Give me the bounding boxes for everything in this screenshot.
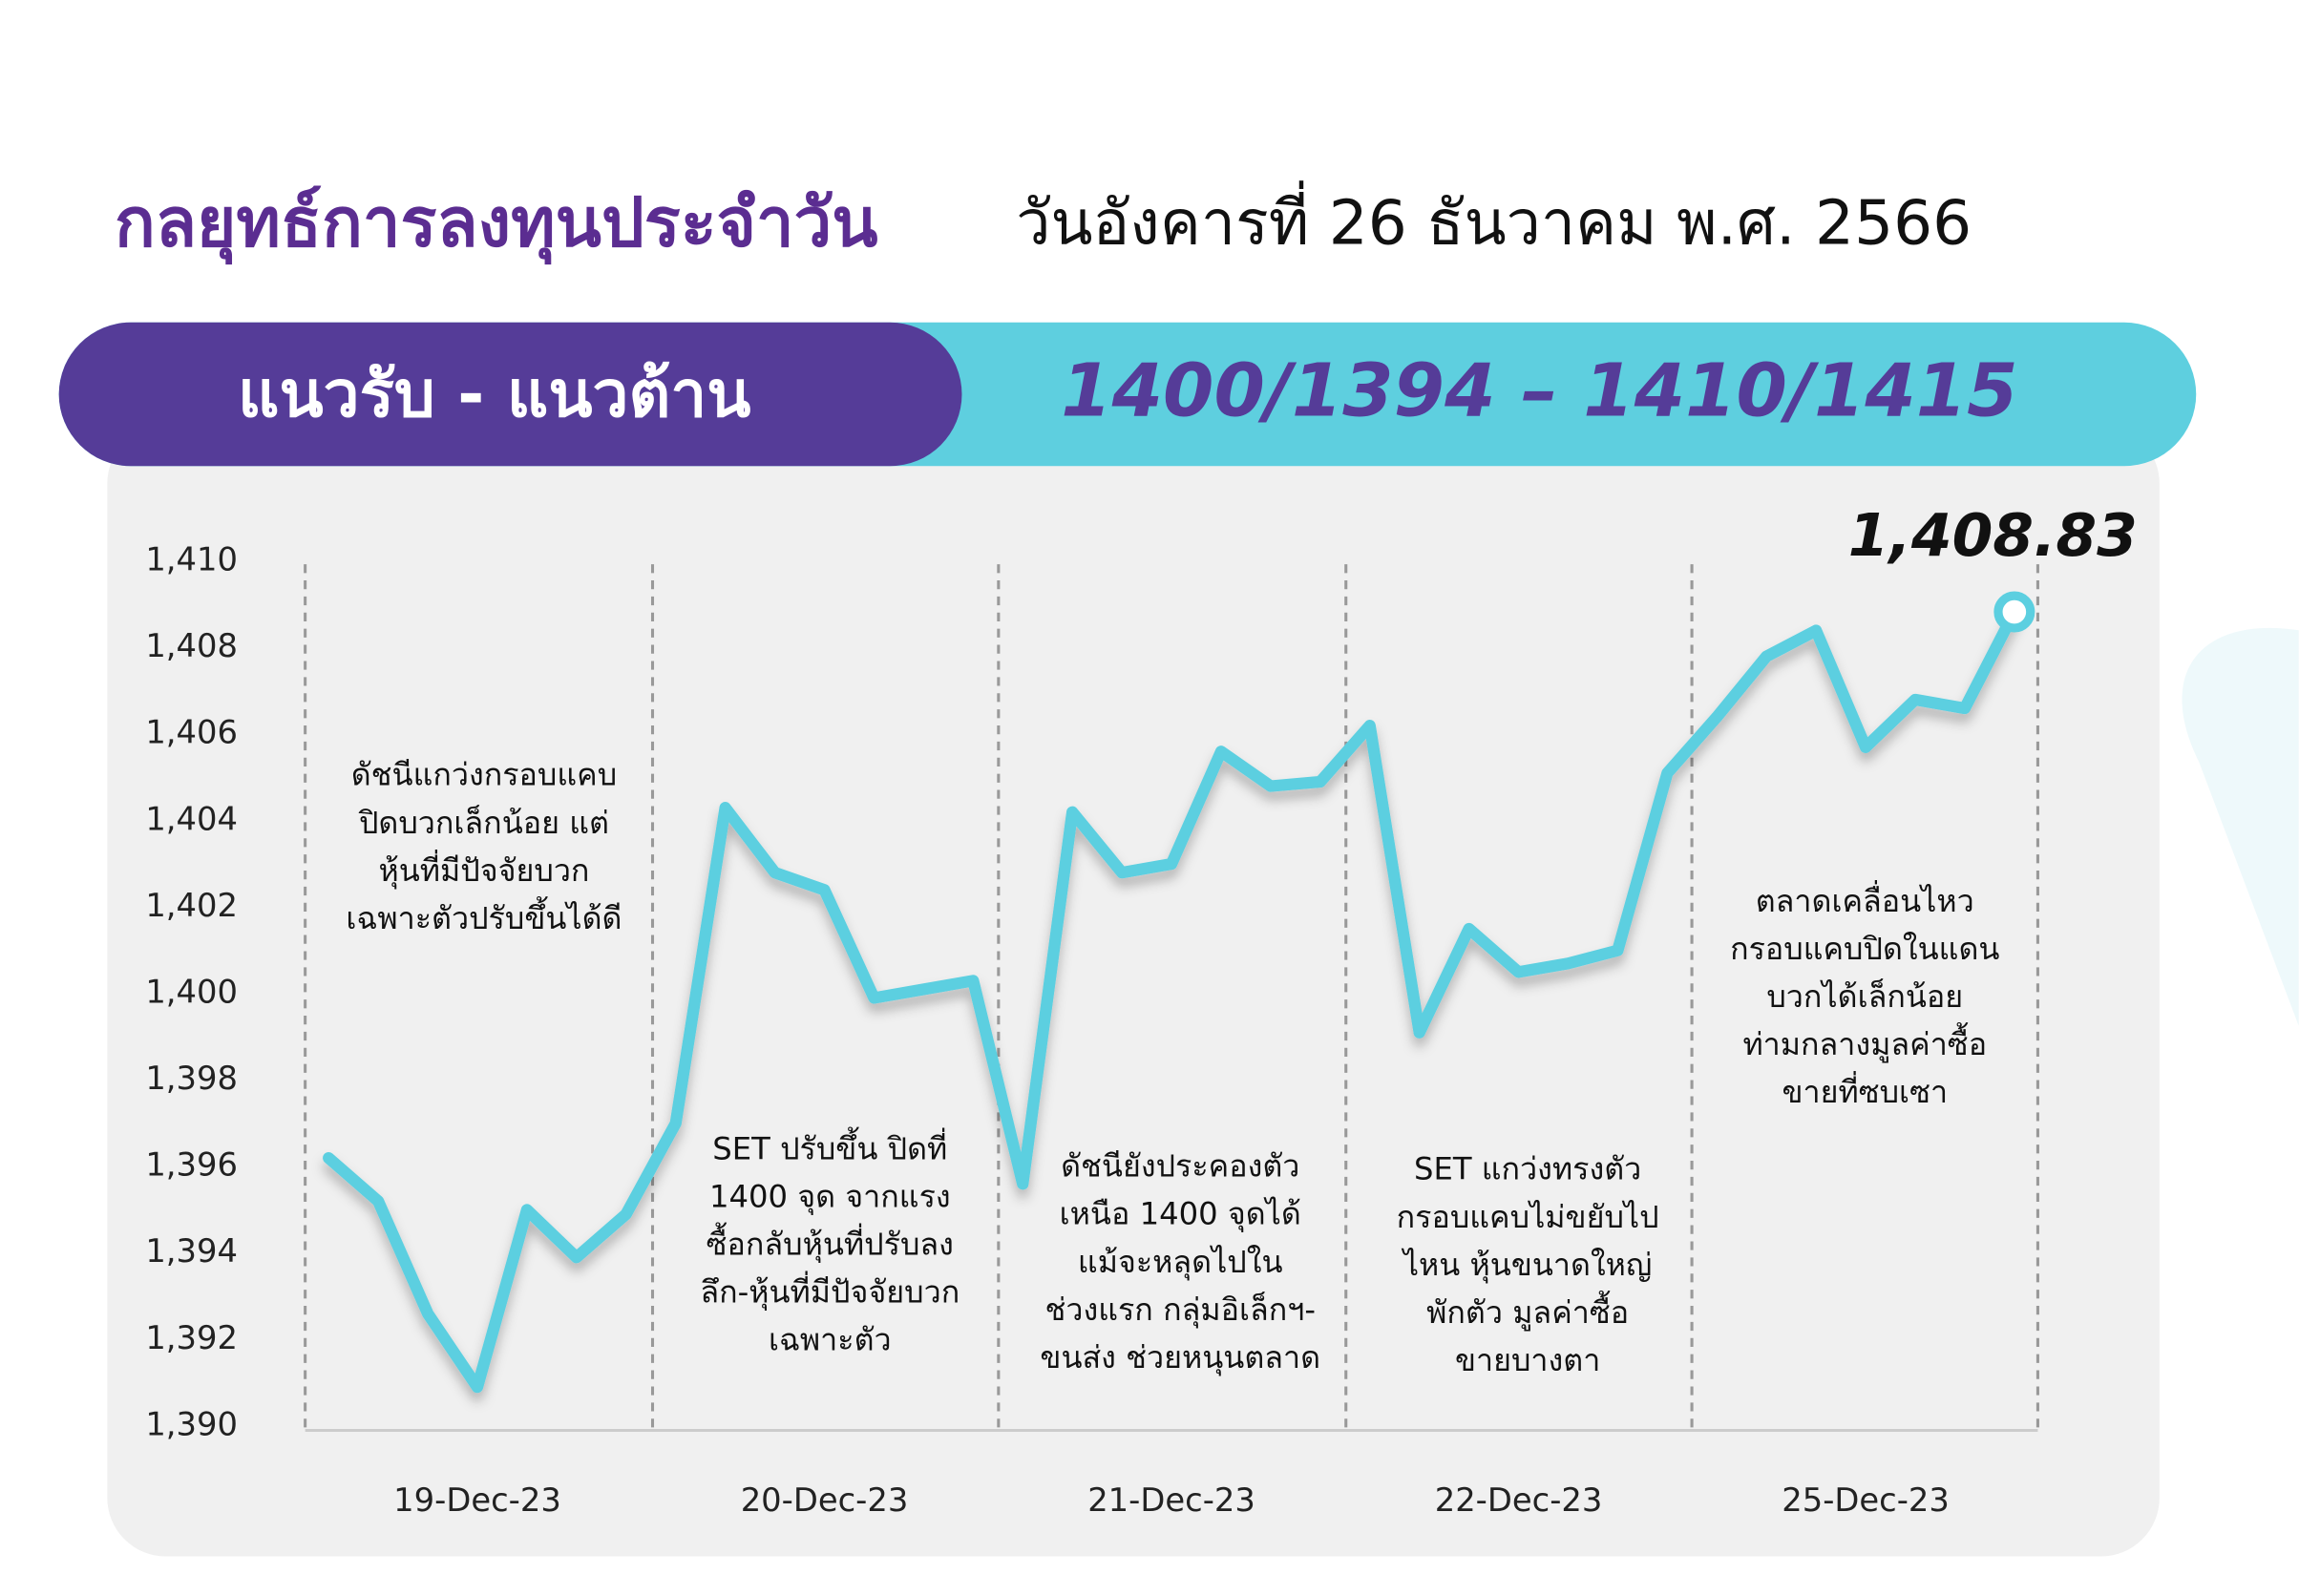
end-point bbox=[1993, 591, 2035, 633]
annotation: SET แกว่งทรงตัว bbox=[1414, 1151, 1641, 1187]
annotation: ช่วงแรก กลุ่มอิเล็กฯ- bbox=[1045, 1292, 1316, 1329]
annotation: ขนส่ง ช่วยหนุนตลาด bbox=[1040, 1339, 1320, 1376]
banner-label: แนวรับ - แนวต้าน bbox=[238, 356, 750, 431]
y-tick-label: 1,400 bbox=[145, 973, 238, 1010]
y-tick-label: 1,410 bbox=[145, 541, 238, 578]
x-tick-label: 22-Dec-23 bbox=[1435, 1481, 1603, 1519]
y-tick-label: 1,390 bbox=[145, 1405, 238, 1442]
banner-value: 1400/1394 – 1410/1415 bbox=[1061, 349, 2017, 434]
x-tick-label: 19-Dec-23 bbox=[393, 1481, 561, 1519]
annotation: เฉพาะตัวปรับขึ้นได้ดี bbox=[346, 895, 622, 936]
annotation: ซื้อกลับหุ้นที่ปรับลง bbox=[707, 1221, 954, 1263]
annotation: เหนือ 1400 จุดได้ bbox=[1060, 1196, 1301, 1233]
y-tick-label: 1,398 bbox=[145, 1060, 238, 1097]
annotation: 1400 จุด จากแรง bbox=[709, 1178, 951, 1215]
y-tick-label: 1,404 bbox=[145, 800, 238, 837]
annotation: ดัชนียังประคองตัว bbox=[1061, 1148, 1299, 1185]
y-tick-label: 1,394 bbox=[145, 1232, 238, 1270]
annotation: ขายที่ซบเซา bbox=[1782, 1071, 1948, 1110]
annotation: กรอบแคบไม่ขยับไป bbox=[1397, 1199, 1659, 1235]
decor bbox=[2182, 627, 2299, 1026]
annotation: ท่ามกลางมูลค่าซื้อ bbox=[1742, 1021, 1987, 1063]
annotation: เฉพาะตัว bbox=[769, 1321, 892, 1357]
annotation: ดัชนีแกว่งกรอบแคบ bbox=[351, 757, 617, 793]
x-tick-label: 21-Dec-23 bbox=[1087, 1481, 1255, 1519]
chart-panel bbox=[107, 425, 2160, 1557]
date: วันอังคารที่ 26 ธันวาคม พ.ศ. 2566 bbox=[1016, 181, 1972, 260]
annotation: SET ปรับขึ้น ปิดที่ bbox=[712, 1125, 947, 1166]
y-tick-label: 1,396 bbox=[145, 1146, 238, 1184]
annotation: แม้จะหลุดไปใน bbox=[1078, 1244, 1283, 1281]
value-label: 1,408.83 bbox=[1848, 502, 2138, 570]
annotation: ตลาดเคลื่อนไหว bbox=[1756, 880, 1974, 919]
annotation: ปิดบวกเล็กน้อย แต่ bbox=[358, 805, 609, 841]
y-tick-label: 1,392 bbox=[145, 1319, 238, 1356]
annotation: หุ้นที่มีปัจจัยบวก bbox=[378, 850, 589, 890]
line bbox=[323, 605, 2020, 1394]
banner-left bbox=[58, 322, 962, 467]
title: กลยุทธ์การลงทุนประจำวัน bbox=[115, 183, 878, 265]
y-tick-label: 1,402 bbox=[145, 887, 238, 924]
annotation: บวกได้เล็กน้อย bbox=[1766, 978, 1963, 1015]
annotation: ขายบางตา bbox=[1455, 1342, 1600, 1378]
y-tick-label: 1,408 bbox=[145, 627, 238, 664]
x-tick-label: 25-Dec-23 bbox=[1782, 1481, 1950, 1519]
annotation: พักตัว มูลค่าซื้อ bbox=[1426, 1290, 1629, 1332]
x-tick-label: 20-Dec-23 bbox=[741, 1481, 909, 1519]
annotation: กรอบแคบปิดในแดน bbox=[1730, 931, 1999, 967]
annotation: ไหน หุ้นขนาดใหญ่ bbox=[1401, 1247, 1653, 1284]
annotation: ลึก-หุ้นที่มีปัจจัยบวก bbox=[700, 1270, 960, 1311]
y-tick-label: 1,406 bbox=[145, 714, 238, 751]
